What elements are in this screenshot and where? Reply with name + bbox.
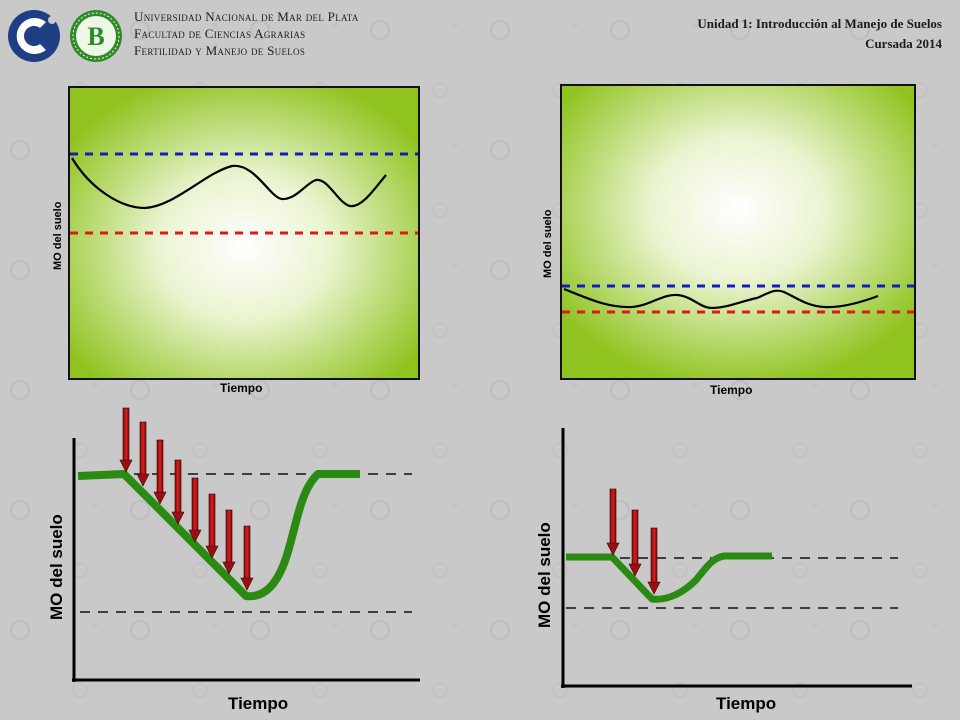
panel-bottom-left-xlabel: Tiempo xyxy=(228,694,289,713)
arrow xyxy=(119,407,133,473)
panel-bottom-right-ylabel: MO del suelo xyxy=(535,522,554,628)
panel-top-right-xlabel: Tiempo xyxy=(710,383,753,397)
arrow xyxy=(205,493,219,559)
arrow xyxy=(606,488,620,556)
panel-top-left-xlabel: Tiempo xyxy=(220,381,263,395)
arrow xyxy=(136,421,150,487)
mo-curve xyxy=(563,287,879,310)
panel-top-left-plot xyxy=(70,88,418,378)
unit-title: Unidad 1: Introducción al Manejo de Suel… xyxy=(697,16,942,31)
management-arrows xyxy=(119,407,254,591)
panel-bottom-right-xlabel: Tiempo xyxy=(716,694,777,713)
arrow xyxy=(171,459,185,525)
mo-curve xyxy=(566,552,772,603)
panel-bottom-left xyxy=(72,407,420,682)
course-year: Cursada 2014 xyxy=(865,36,942,51)
panel-bottom-left-ylabel: MO del suelo xyxy=(47,514,66,620)
svg-text:B: B xyxy=(87,22,104,51)
course-name: Fertilidad y Manejo de Suelos xyxy=(134,43,306,58)
fca-b-logo: B xyxy=(70,10,122,62)
panel-top-right xyxy=(560,84,916,380)
management-arrows xyxy=(606,488,661,595)
header-unit: Unidad 1: Introducción al Manejo de Suel… xyxy=(697,14,942,54)
arrow xyxy=(647,527,661,595)
arrow xyxy=(628,509,642,577)
arrow xyxy=(153,439,167,505)
header-institution: Universidad Nacional de Mar del Plata Fa… xyxy=(134,8,359,59)
university-name: Universidad Nacional de Mar del Plata xyxy=(134,9,359,24)
arrow xyxy=(240,525,254,591)
mo-curve xyxy=(77,470,360,601)
arrow xyxy=(188,477,202,543)
faculty-name: Facultad de Ciencias Agrarias xyxy=(134,26,306,41)
panel-bottom-right xyxy=(561,428,912,688)
unmdp-logo xyxy=(8,10,60,62)
mo-curve xyxy=(71,157,387,210)
arrow xyxy=(222,509,236,575)
panel-top-right-plot xyxy=(562,86,914,378)
panel-top-left xyxy=(68,86,420,380)
